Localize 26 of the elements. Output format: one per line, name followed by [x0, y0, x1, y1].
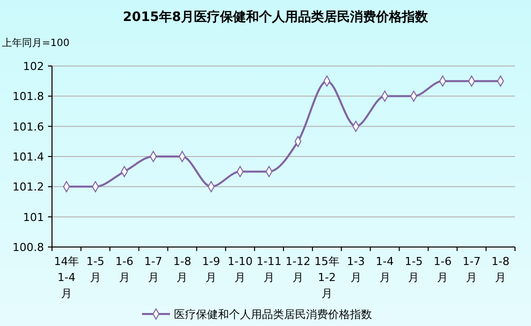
x-tick-label: 1-4月 — [376, 255, 394, 284]
x-tick-label: 15年1-2月 — [314, 255, 340, 300]
x-tick-label: 1-5月 — [86, 255, 104, 284]
x-tick-label: 1-12月 — [285, 255, 310, 284]
x-tick-label: 1-3月 — [346, 255, 365, 284]
x-tick-label: 1-8月 — [492, 255, 510, 284]
x-tick-label: 1-6月 — [115, 255, 134, 284]
x-tick-label: 1-8月 — [173, 255, 192, 284]
chart-title: 2015年8月医疗保健和个人用品类居民消费价格指数 — [122, 9, 430, 25]
x-tick-label: 14年1-4月 — [54, 255, 79, 300]
x-tick-label: 1-7月 — [144, 255, 162, 284]
y-axis-title: 上年同月=100 — [2, 37, 70, 49]
y-tick-label: 101.6 — [12, 120, 44, 134]
x-tick-label: 1-11月 — [256, 255, 282, 284]
y-tick-label: 101.4 — [12, 150, 44, 164]
y-tick-label: 101 — [23, 210, 44, 224]
x-tick-label: 1-7月 — [462, 255, 481, 284]
x-tick-label: 1-6月 — [434, 255, 452, 284]
x-tick-label: 1-9月 — [202, 255, 220, 284]
y-tick-label: 102 — [23, 60, 44, 73]
y-tick-label: 101.2 — [12, 180, 44, 194]
x-tick-label: 1-10月 — [228, 255, 253, 284]
y-tick-label: 101.8 — [12, 90, 44, 104]
x-tick-label: 1-5月 — [404, 255, 423, 284]
legend-label: 医疗保健和个人用品类居民消费价格指数 — [174, 308, 372, 321]
y-tick-label: 100.8 — [12, 241, 44, 254]
